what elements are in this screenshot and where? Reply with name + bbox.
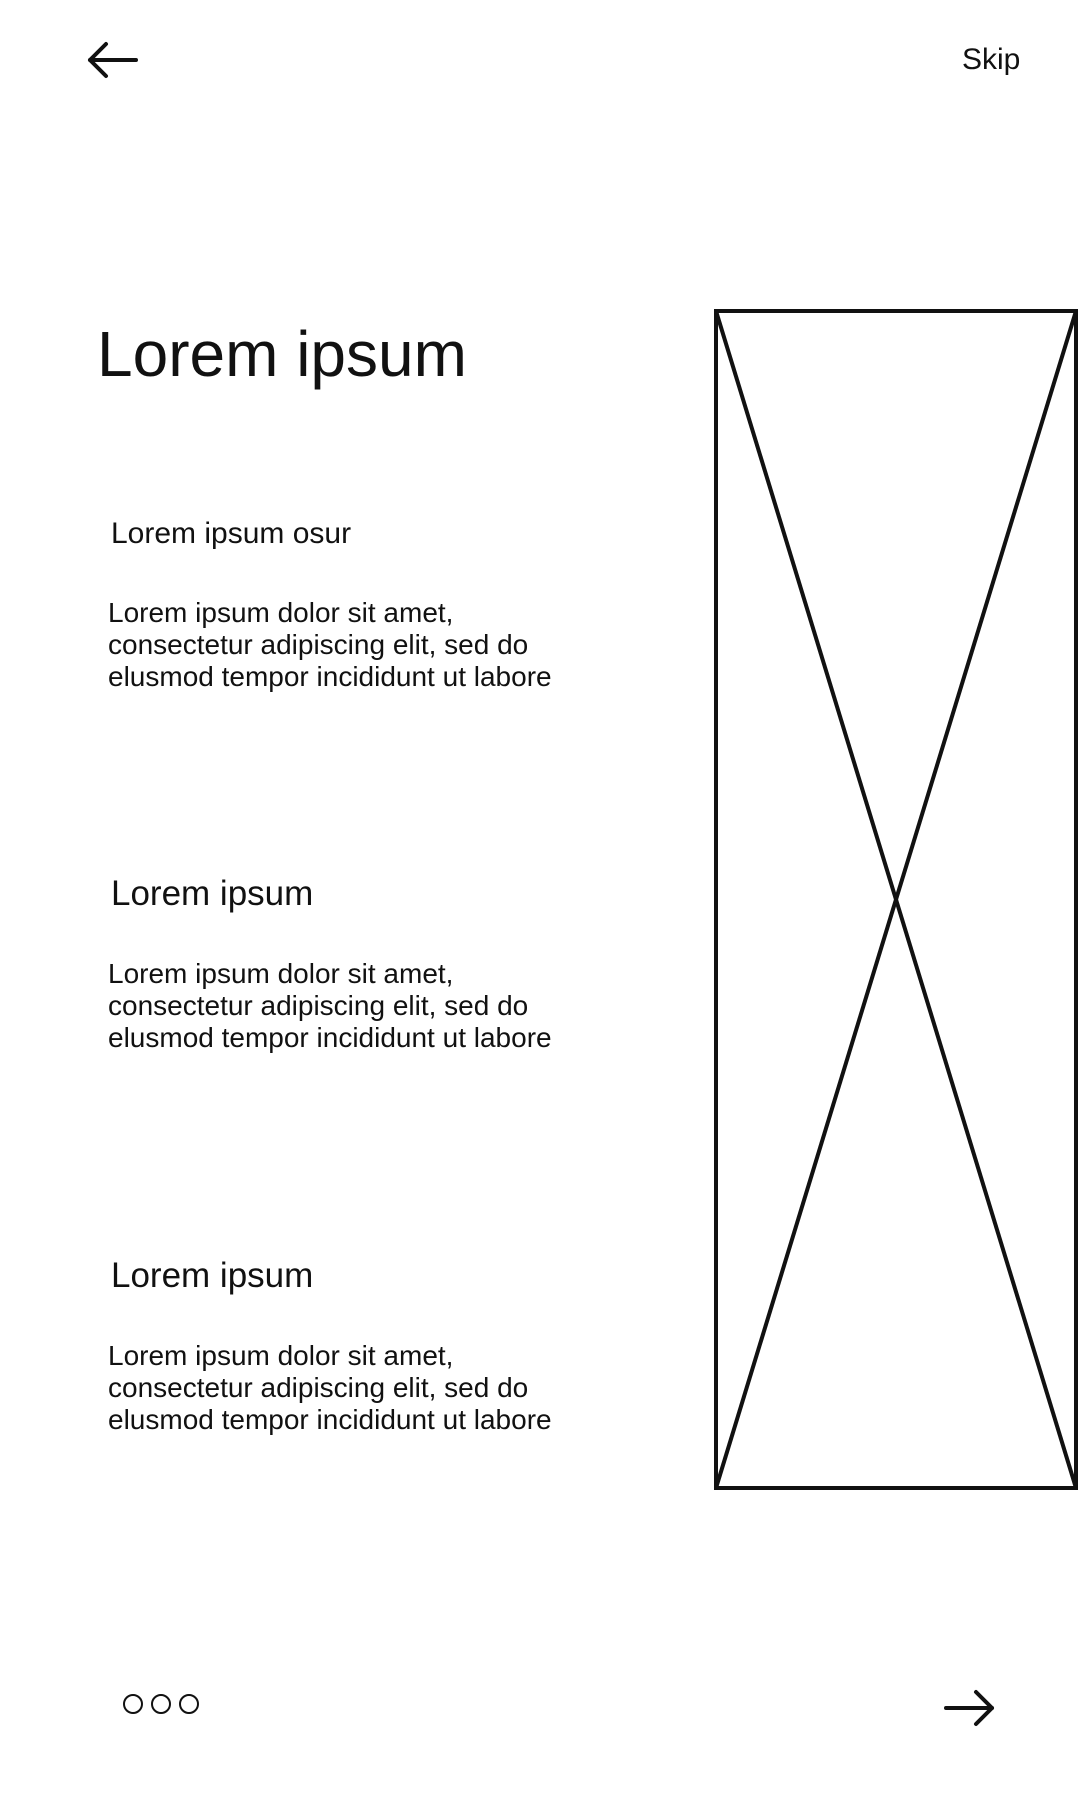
- section-3-heading: Lorem ipsum: [111, 1256, 314, 1295]
- arrow-right-icon: [944, 1690, 994, 1726]
- image-placeholder: [714, 309, 1078, 1490]
- back-button[interactable]: [84, 40, 140, 80]
- pagination-dot-1[interactable]: [123, 1694, 143, 1714]
- section-1-heading: Lorem ipsum osur: [111, 517, 352, 550]
- section-1-body: Lorem ipsum dolor sit amet, consectetur …: [108, 597, 552, 692]
- pagination-dots: [123, 1691, 219, 1717]
- image-placeholder-icon: [714, 309, 1078, 1490]
- page-title: Lorem ipsum: [97, 318, 467, 390]
- pagination-dot-3[interactable]: [179, 1694, 199, 1714]
- section-3-body: Lorem ipsum dolor sit amet, consectetur …: [108, 1340, 552, 1435]
- section-2-heading: Lorem ipsum: [111, 874, 314, 913]
- section-2-body: Lorem ipsum dolor sit amet, consectetur …: [108, 958, 552, 1053]
- arrow-left-icon: [88, 42, 138, 78]
- next-button[interactable]: [942, 1688, 998, 1728]
- pagination-dot-2[interactable]: [151, 1694, 171, 1714]
- skip-button[interactable]: Skip: [962, 43, 1021, 76]
